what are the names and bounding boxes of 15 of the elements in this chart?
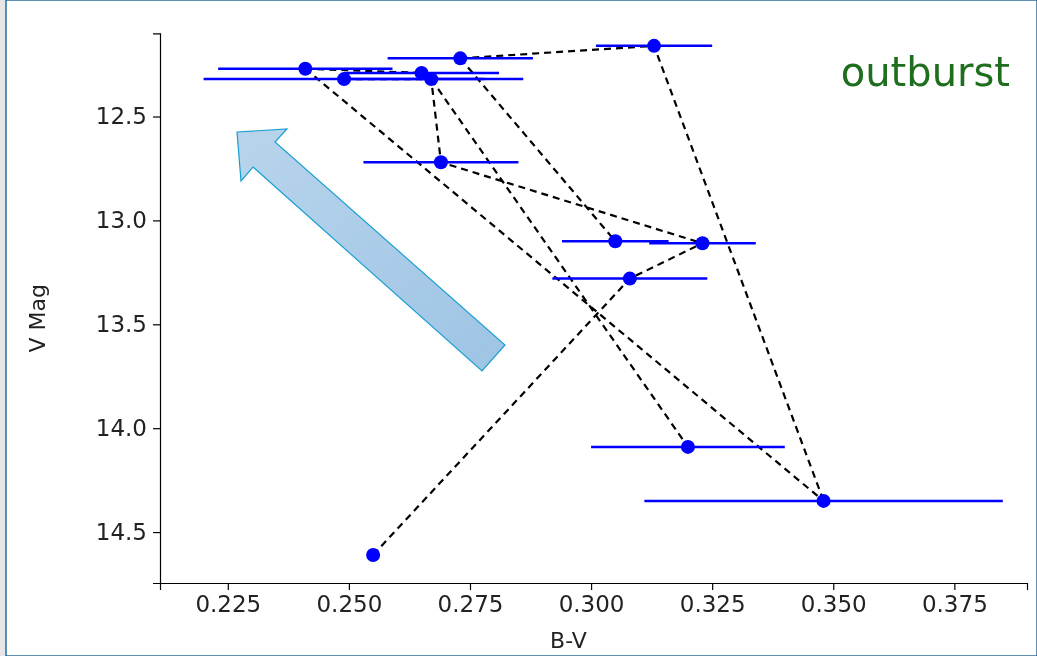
y-tick-label: 13.5 bbox=[95, 311, 147, 338]
x-tick-label: 0.325 bbox=[679, 591, 746, 618]
x-tick-label: 0.375 bbox=[921, 591, 988, 618]
x-tick-label: 0.350 bbox=[800, 591, 867, 618]
x-axis-title: B-V bbox=[550, 628, 587, 653]
y-tick-label: 14.5 bbox=[95, 518, 147, 545]
y-tick-label: 14.0 bbox=[95, 415, 147, 442]
x-tick-label: 0.225 bbox=[195, 591, 262, 618]
x-tick-label: 0.300 bbox=[558, 591, 625, 618]
y-tick-label: 13.0 bbox=[95, 207, 147, 234]
annotation: outburst bbox=[840, 49, 1010, 95]
y-tick-label: 12.5 bbox=[95, 103, 147, 130]
x-tick-label: 0.250 bbox=[316, 591, 383, 618]
y-axis-title: V Mag bbox=[25, 283, 50, 353]
x-tick-label: 0.275 bbox=[437, 591, 504, 618]
